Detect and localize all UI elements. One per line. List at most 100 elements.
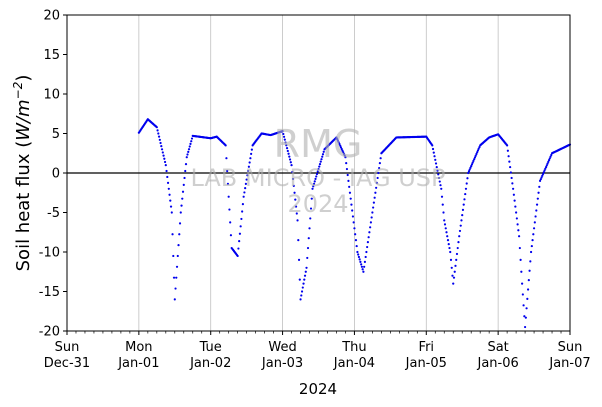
data-point — [237, 247, 240, 250]
data-point — [173, 298, 176, 301]
data-point — [535, 203, 539, 206]
data-point — [442, 211, 445, 214]
data-point — [348, 185, 351, 188]
data-point — [304, 270, 307, 273]
data-point — [452, 282, 455, 285]
data-point — [159, 141, 162, 145]
data-point — [293, 191, 296, 194]
watermark-line-2: LAB MICRO - IAG USP — [190, 164, 445, 192]
data-point — [181, 197, 184, 200]
data-point — [546, 162, 549, 165]
data-point — [307, 237, 310, 240]
data-point — [468, 168, 471, 171]
data-point — [464, 192, 467, 196]
data-point — [164, 164, 167, 167]
data-point — [515, 211, 518, 214]
data-point — [538, 179, 542, 182]
data-point — [366, 241, 369, 244]
data-point — [439, 184, 442, 187]
data-point — [463, 198, 466, 201]
data-point — [312, 185, 315, 188]
data-point — [462, 203, 465, 206]
data-point — [348, 191, 352, 194]
data-point — [155, 126, 158, 129]
data-point — [375, 186, 378, 189]
data-point — [170, 211, 173, 214]
x-axis-title: 2024 — [299, 380, 337, 398]
data-point — [360, 265, 364, 268]
data-point — [477, 147, 480, 150]
data-point — [297, 258, 301, 261]
data-point — [547, 160, 550, 163]
data-point — [464, 187, 468, 190]
data-point — [351, 209, 354, 212]
data-point — [291, 170, 294, 174]
data-point — [519, 258, 522, 261]
data-point — [283, 138, 286, 141]
data-point — [470, 164, 473, 168]
data-point — [455, 258, 458, 261]
data-point — [445, 231, 448, 234]
data-point — [350, 203, 353, 206]
data-point — [312, 182, 316, 185]
data-point — [454, 264, 457, 267]
data-point — [247, 165, 250, 168]
data-point — [440, 187, 443, 190]
data-point — [300, 294, 303, 297]
data-point — [524, 316, 527, 319]
data-point — [306, 246, 310, 250]
data-point — [319, 160, 322, 163]
data-point — [354, 239, 358, 242]
data-point — [478, 145, 481, 149]
data-point — [358, 258, 361, 261]
data-point — [476, 151, 479, 154]
data-point — [167, 187, 170, 190]
data-point — [540, 176, 543, 179]
data-point — [353, 227, 356, 230]
data-point — [356, 250, 359, 254]
data-point — [375, 181, 378, 184]
data-point — [522, 304, 525, 307]
data-point — [346, 173, 349, 177]
data-point — [295, 212, 298, 215]
y-axis-title-unit: W/m — [13, 99, 34, 140]
y-axis-title-exp: −2 — [11, 82, 25, 100]
data-point — [520, 270, 523, 273]
data-point — [376, 176, 379, 180]
data-point — [514, 205, 517, 208]
y-axis-title-close: ) — [13, 75, 34, 82]
x-tick-date-label: Jan-04 — [333, 356, 375, 371]
x-tick-day-label: Sat — [487, 340, 508, 355]
watermark-line-3: 2024 — [287, 190, 348, 218]
data-point — [303, 274, 307, 277]
data-point — [243, 191, 246, 194]
data-point — [458, 229, 462, 233]
data-point — [282, 135, 286, 138]
data-point — [343, 154, 346, 157]
data-point — [506, 149, 509, 152]
data-point — [507, 155, 510, 158]
data-point — [178, 222, 182, 225]
data-point — [511, 182, 514, 185]
data-point — [361, 268, 364, 271]
data-point — [226, 169, 229, 173]
data-point — [236, 254, 239, 258]
data-point — [172, 276, 176, 279]
data-point — [301, 286, 304, 289]
data-point — [355, 244, 358, 248]
data-point — [163, 157, 166, 160]
data-point — [523, 315, 526, 318]
data-point — [245, 178, 248, 181]
data-point — [366, 245, 369, 249]
data-point — [338, 142, 341, 146]
data-point — [529, 250, 533, 254]
data-point — [457, 241, 460, 244]
data-point — [449, 258, 453, 261]
data-point — [309, 207, 313, 210]
data-point — [431, 147, 435, 151]
data-point — [244, 182, 247, 185]
data-point — [190, 140, 193, 143]
data-point — [548, 157, 551, 160]
data-point — [359, 260, 362, 263]
x-tick-date-label: Jan-01 — [117, 356, 159, 371]
